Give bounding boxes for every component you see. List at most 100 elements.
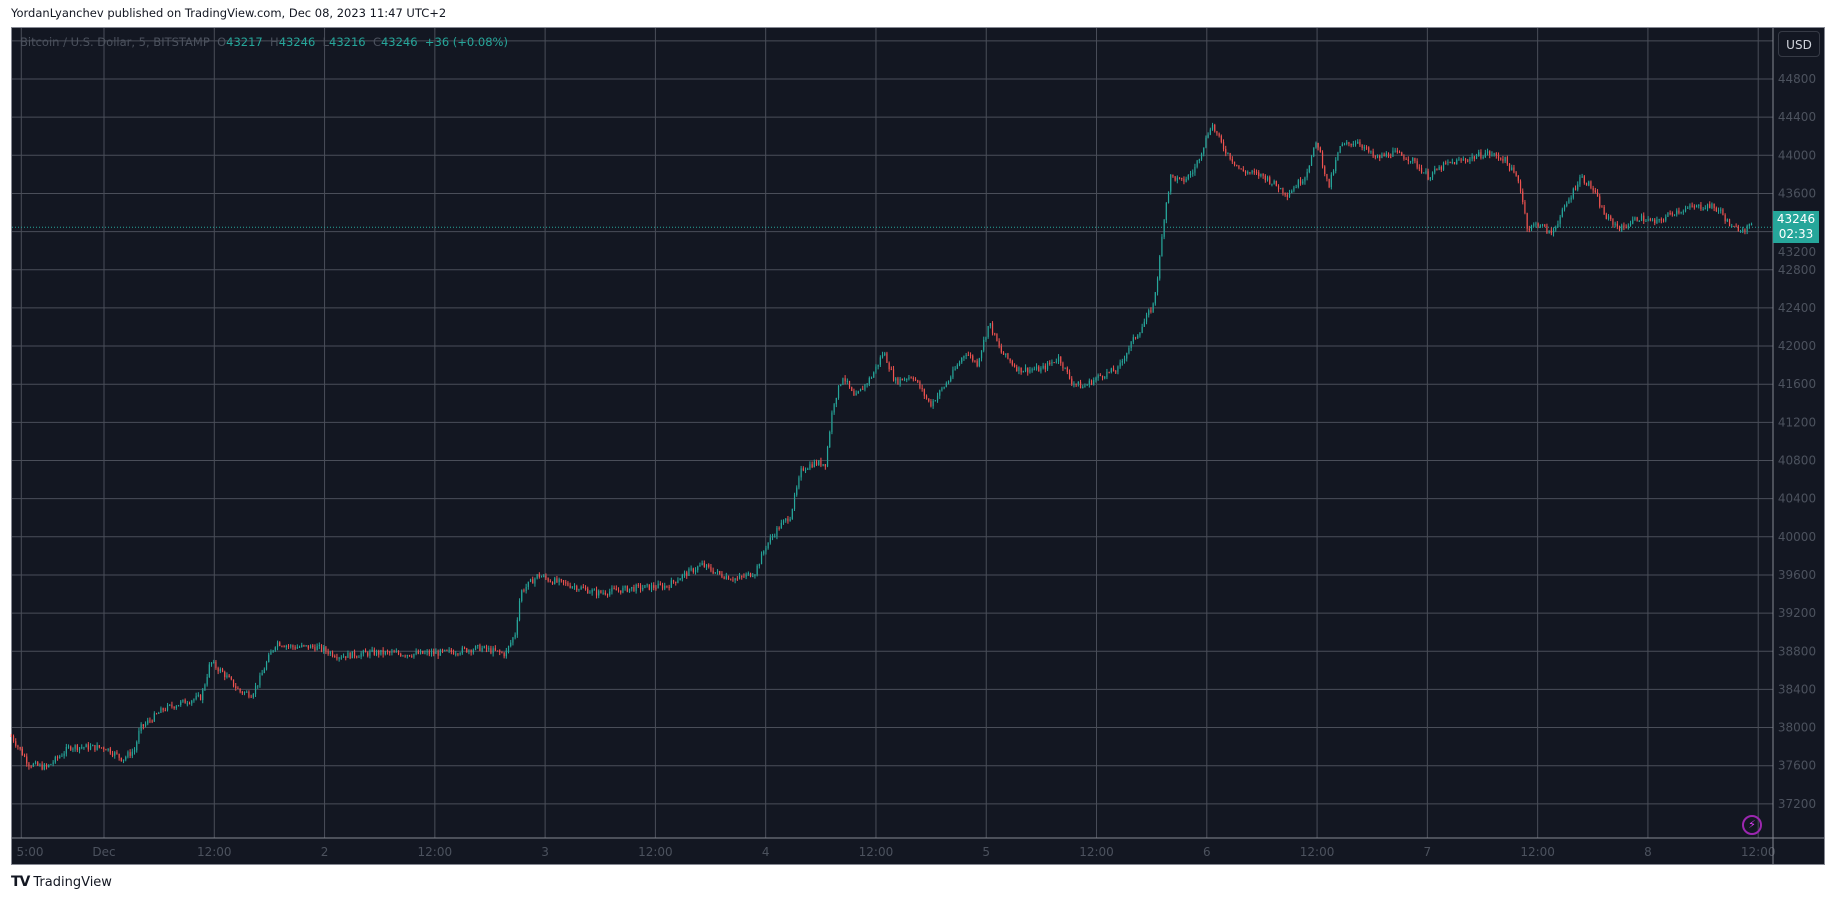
candle (1242, 169, 1244, 172)
candle (1313, 147, 1315, 157)
candle (1482, 156, 1484, 158)
candle (1572, 188, 1574, 198)
candle (259, 675, 261, 686)
candle (692, 568, 694, 573)
candle (166, 704, 169, 711)
candle (1308, 165, 1310, 172)
candle (1163, 220, 1165, 237)
candle (760, 553, 763, 565)
candle (1519, 181, 1522, 192)
currency-button[interactable]: USD (1778, 31, 1820, 57)
candle (1216, 131, 1218, 134)
candle (397, 651, 400, 654)
candle (1040, 368, 1042, 372)
candle (1669, 213, 1671, 215)
candle (873, 372, 875, 378)
candle (149, 720, 151, 722)
candle (934, 400, 936, 402)
candle (1720, 209, 1722, 211)
candle (859, 388, 862, 392)
candle (947, 381, 950, 384)
candle (857, 391, 859, 394)
price-tick-label: 40400 (1778, 492, 1816, 506)
candle (395, 651, 397, 653)
candle (1429, 177, 1431, 180)
lightning-icon[interactable]: ⚡ (1742, 815, 1762, 835)
candle (323, 647, 325, 651)
candle (1029, 369, 1031, 373)
candle (270, 651, 272, 655)
candle (1143, 321, 1145, 327)
candle (965, 354, 967, 356)
candle (32, 763, 34, 767)
candle (1568, 199, 1570, 204)
chart-frame[interactable] (11, 27, 1825, 865)
time-tick-label: 3 (541, 845, 549, 859)
candle (994, 333, 996, 335)
candle (1365, 147, 1368, 149)
candle (747, 573, 749, 575)
candle (173, 706, 175, 709)
candle (1748, 224, 1750, 226)
candle (1687, 207, 1689, 209)
candle (1214, 124, 1216, 132)
candle (529, 579, 532, 582)
candle (1449, 161, 1451, 163)
candle (138, 730, 140, 743)
candle (239, 688, 241, 692)
candle (1304, 177, 1306, 182)
candle (791, 508, 793, 519)
candle (437, 651, 439, 656)
candle (338, 657, 340, 659)
candle (290, 645, 292, 647)
candle (518, 601, 521, 620)
candle (903, 379, 906, 381)
candle (1530, 225, 1533, 230)
candle (45, 764, 48, 767)
candle (127, 752, 129, 757)
candle (1295, 187, 1297, 189)
candle (246, 691, 248, 693)
candle (448, 649, 450, 651)
candle (334, 656, 336, 658)
candle (1515, 172, 1517, 176)
candle (230, 677, 232, 680)
candle (402, 655, 404, 657)
candle (1200, 153, 1203, 160)
candle (976, 360, 978, 367)
candle (1132, 337, 1134, 342)
candle (1376, 155, 1379, 158)
candle (1033, 369, 1035, 371)
candle (1150, 310, 1152, 312)
candle (1612, 219, 1614, 225)
time-tick-label: 12:00 (1520, 845, 1555, 859)
candle (105, 749, 107, 751)
tradingview-brand[interactable]: TV TradingView (11, 874, 112, 890)
symbol-legend: Bitcoin / U.S. Dollar, 5, BITSTAMP O4321… (20, 35, 508, 49)
candle (1493, 153, 1495, 155)
candle (243, 692, 246, 694)
candle (1508, 163, 1511, 171)
candle (543, 575, 545, 577)
candle (30, 766, 32, 768)
candle (1154, 292, 1156, 304)
candle (1255, 172, 1258, 174)
candle (802, 468, 804, 471)
candle (272, 650, 274, 652)
candle (877, 364, 879, 367)
candle (998, 341, 1000, 347)
candle (798, 477, 800, 488)
candle (1299, 180, 1302, 184)
candle (98, 745, 100, 748)
candle (494, 648, 496, 651)
candle (1662, 220, 1665, 222)
candle (1557, 223, 1559, 228)
candle (1044, 365, 1046, 370)
time-tick-label: 7 (1424, 845, 1432, 859)
candle (1324, 166, 1326, 175)
candle (89, 746, 92, 750)
candle (1082, 386, 1084, 389)
candle (826, 447, 829, 467)
candle (734, 578, 736, 581)
